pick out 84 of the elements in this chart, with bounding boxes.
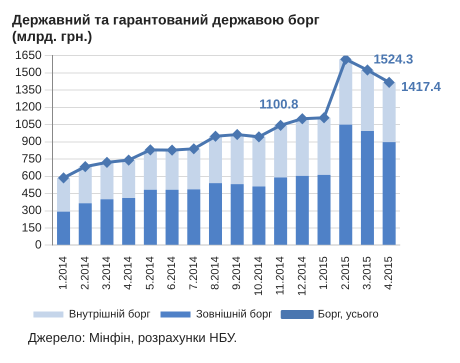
point — [276, 120, 286, 130]
y-tick-label: 600 — [22, 168, 42, 183]
point — [102, 157, 112, 168]
x-tick-label: 11.2014 — [274, 256, 287, 296]
x-tick-label: 4.2015 — [383, 256, 396, 290]
x-tick-label: 6.2014 — [166, 256, 178, 290]
bar — [144, 190, 157, 245]
x-tick-label: 10.2014 — [252, 256, 265, 296]
x-tick-label: 8.2014 — [210, 256, 222, 290]
bar — [230, 184, 244, 245]
point — [297, 114, 308, 124]
x-tick-label: 9.2014 — [231, 256, 244, 290]
point — [384, 77, 394, 88]
text: Джерело: Мінфін, розрахунки НБУ. — [27, 330, 238, 345]
point — [319, 112, 330, 123]
bar — [208, 136, 222, 184]
x-tick-label: 7.2014 — [188, 256, 200, 290]
bar — [208, 183, 222, 245]
data-label: 1417.4 — [401, 78, 442, 94]
y-tick-label: 1650 — [14, 48, 42, 62]
x-tick-label: 1.2014 — [58, 256, 70, 290]
bar — [166, 190, 179, 245]
y-tick-label: 0 — [35, 238, 42, 252]
legend-label: Внутрішній борг — [68, 308, 151, 321]
bar — [274, 125, 288, 178]
point — [232, 130, 242, 140]
data-label: 1100.8 — [259, 96, 298, 112]
bar — [100, 162, 114, 200]
point — [80, 162, 90, 172]
point — [340, 56, 351, 64]
y-tick-label: 450 — [22, 186, 42, 200]
chart-title: Державний та гарантований державою борг — [12, 11, 320, 28]
bar — [382, 82, 396, 142]
x-tick-label: 2.2014 — [79, 256, 92, 290]
bar — [382, 142, 396, 245]
legend-label: Зовнішній борг — [196, 308, 272, 321]
x-tick-label: 12.2014 — [296, 256, 308, 296]
bar — [144, 150, 157, 190]
bar — [318, 174, 331, 245]
y-tick-label: 1200 — [14, 100, 42, 114]
y-tick-label: 300 — [22, 203, 42, 218]
bar — [57, 212, 70, 245]
point — [210, 131, 220, 142]
bar — [339, 124, 352, 245]
bar — [166, 150, 179, 190]
bar — [78, 166, 92, 204]
point — [254, 132, 264, 142]
bar — [230, 134, 244, 184]
y-tick-label: 1050 — [14, 116, 42, 131]
bar — [122, 198, 136, 245]
point — [362, 65, 372, 76]
y-tick-label: 900 — [22, 134, 42, 148]
y-tick-label: 150 — [22, 220, 42, 234]
bar — [296, 176, 309, 245]
point — [188, 144, 199, 154]
bar — [122, 160, 136, 198]
bar — [360, 70, 374, 131]
bar — [187, 148, 200, 190]
x-tick-label: 2.2015 — [340, 256, 352, 290]
x-tick-label: 1.2015 — [318, 256, 330, 290]
legend-label: Борг, усього — [318, 308, 379, 321]
bar — [252, 186, 266, 245]
y-tick-label: 1500 — [14, 65, 42, 80]
y-tick-label: 750 — [22, 151, 42, 166]
bar — [78, 203, 92, 245]
point — [167, 145, 178, 156]
data-label: 1524.3 — [373, 52, 414, 67]
x-tick-label: 3.2014 — [100, 256, 113, 290]
chart-subtitle: (млрд. грн.) — [12, 28, 92, 44]
bar — [360, 130, 374, 245]
x-tick-label: 5.2014 — [144, 256, 156, 290]
bar — [274, 178, 288, 245]
point — [124, 155, 134, 166]
bar — [187, 189, 200, 245]
y-tick-label: 1350 — [14, 82, 42, 96]
bar — [57, 178, 70, 212]
x-tick-label: 4.2014 — [122, 256, 135, 290]
bar — [252, 136, 266, 187]
bar — [100, 199, 114, 245]
bar — [318, 118, 331, 175]
point — [58, 172, 69, 183]
bar — [296, 118, 309, 176]
x-tick-label: 3.2015 — [361, 256, 374, 290]
point — [145, 144, 156, 155]
